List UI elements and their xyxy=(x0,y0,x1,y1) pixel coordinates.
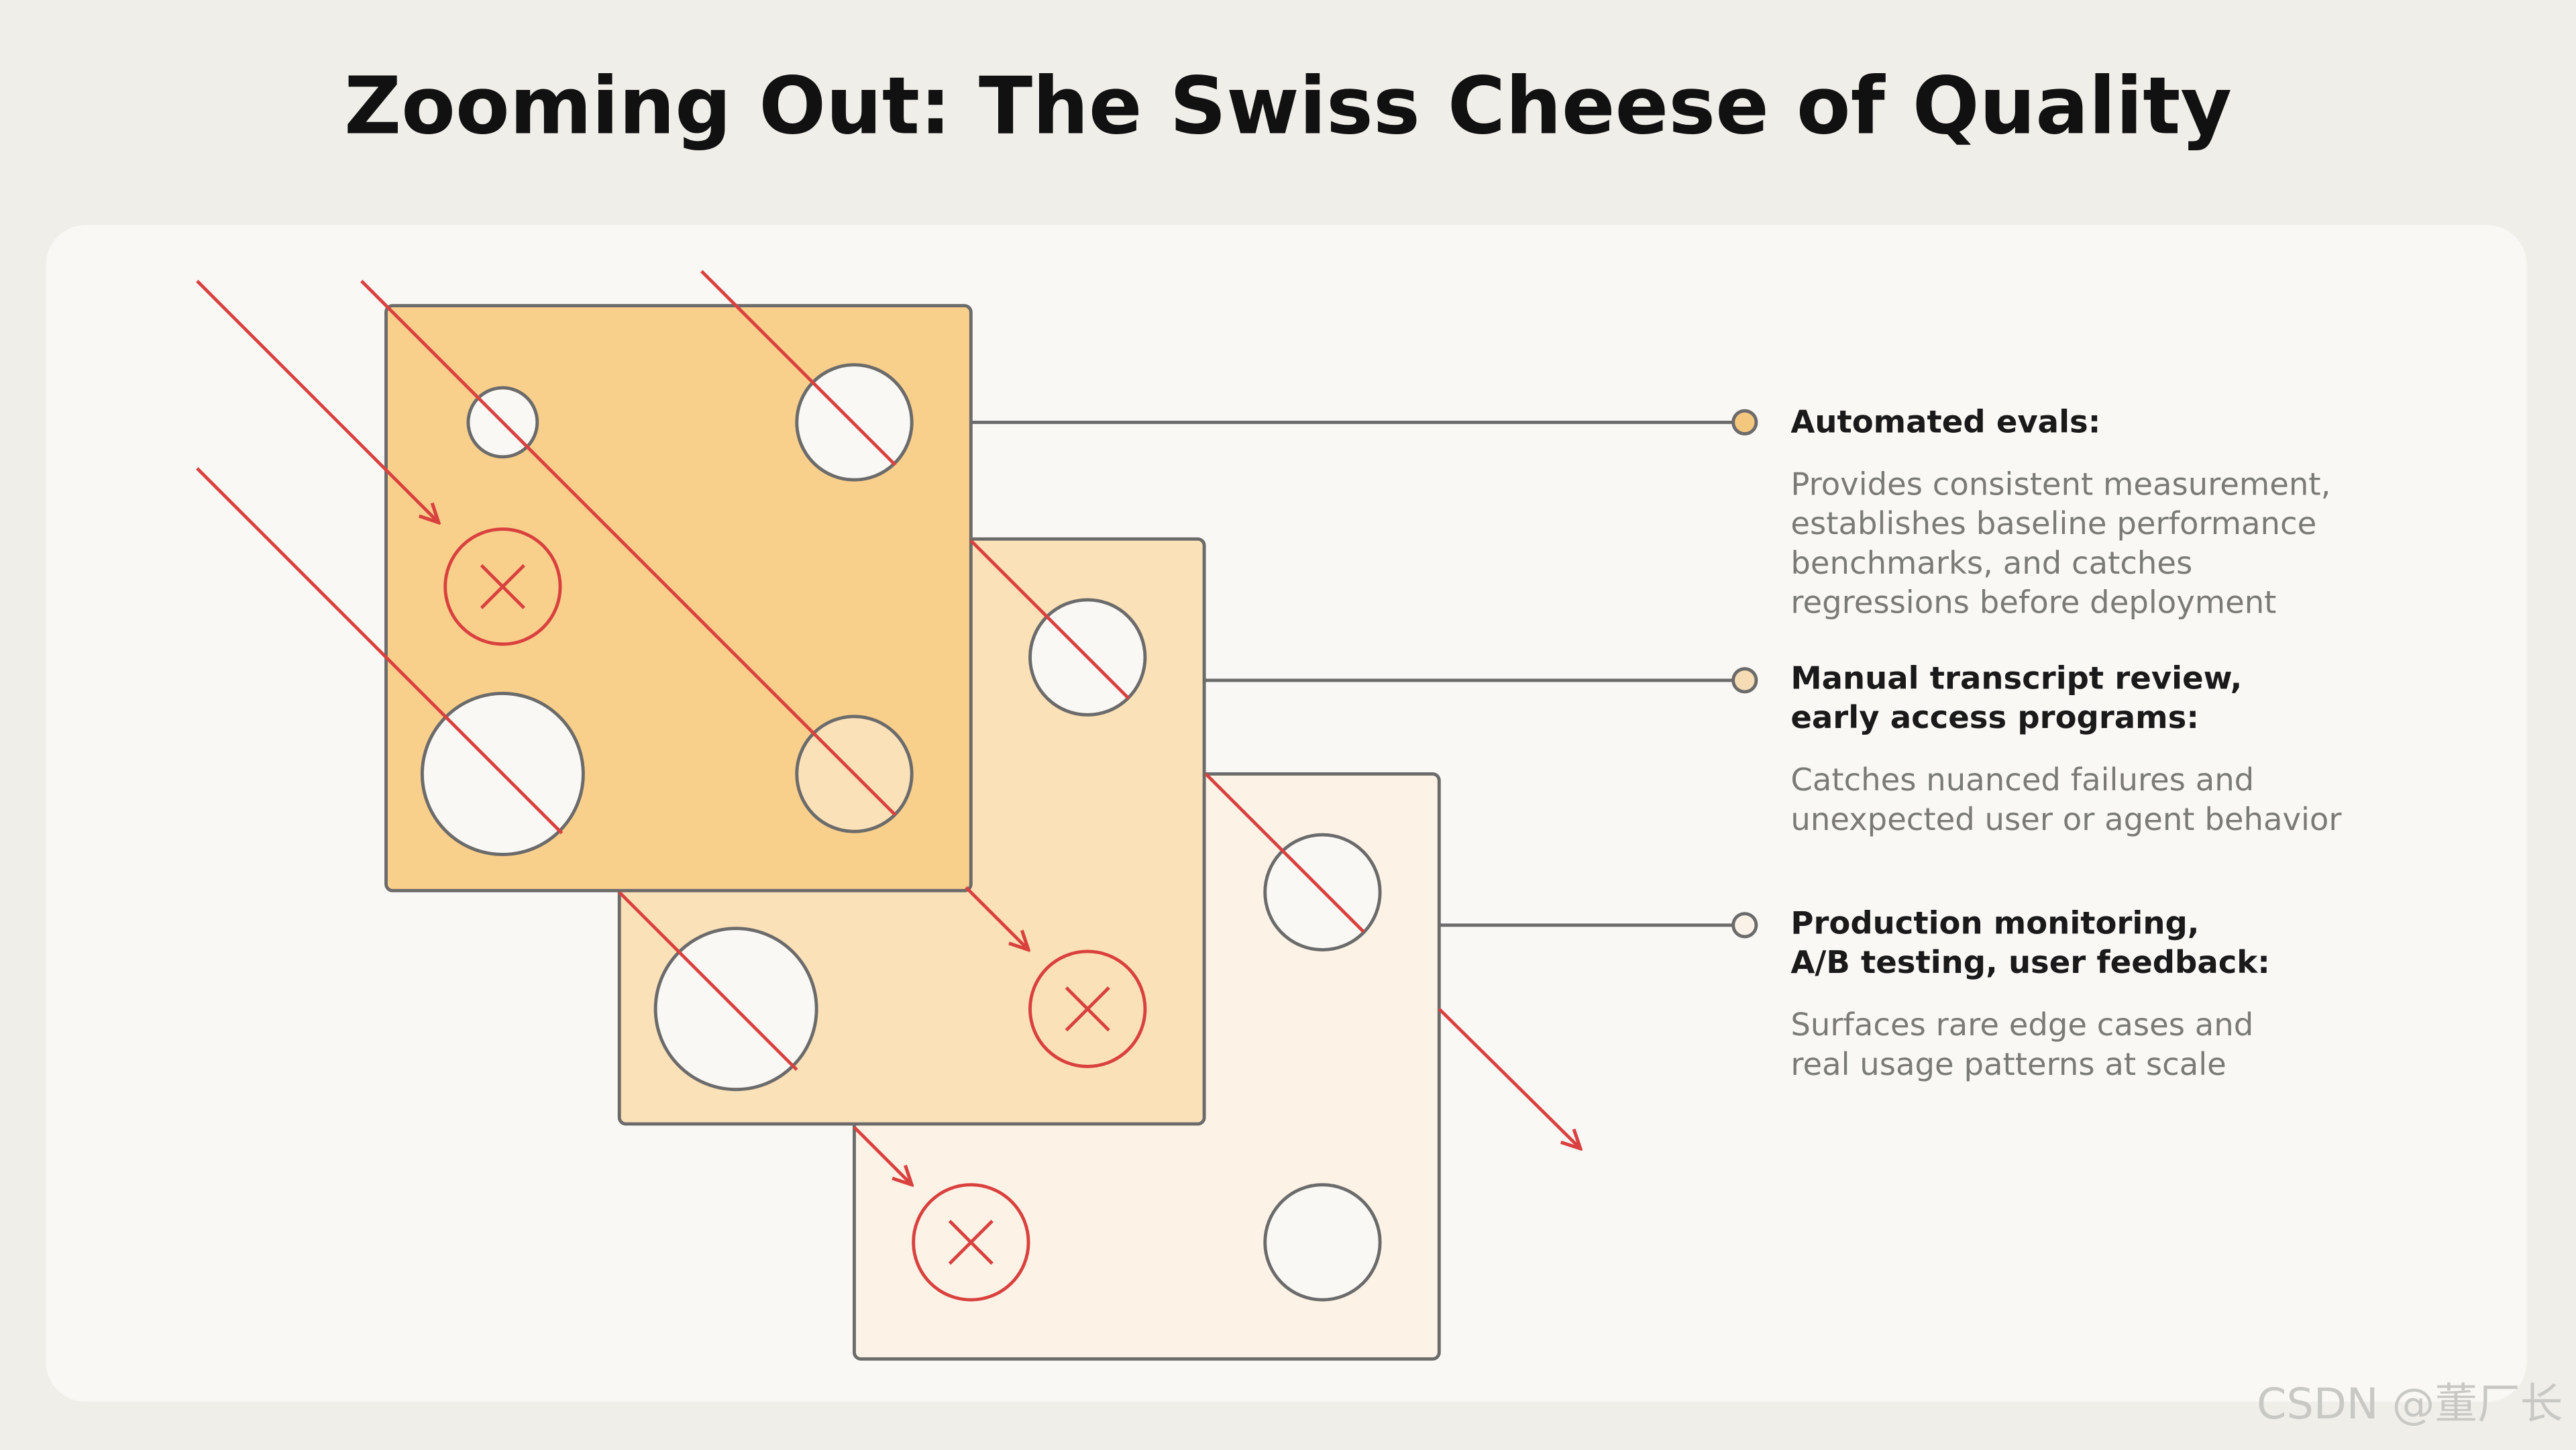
blocked-marker xyxy=(912,1183,1030,1302)
failure-path xyxy=(853,1126,912,1185)
failure-path xyxy=(1438,1007,1580,1149)
layer-description: regressions before deployment xyxy=(1790,584,2276,621)
layer-label: Production monitoring, xyxy=(1790,904,2199,941)
failure-path xyxy=(360,280,897,817)
blocked-x xyxy=(1065,986,1110,1032)
layer-label: early access programs: xyxy=(1790,699,2199,735)
layer-description: unexpected user or agent behavior xyxy=(1790,801,2342,837)
failure-path xyxy=(196,467,564,835)
layer-label: A/B testing, user feedback: xyxy=(1790,944,2269,980)
connectors xyxy=(971,409,1758,939)
layer-description: Catches nuanced failures and xyxy=(1790,762,2254,798)
blocked-marker xyxy=(443,527,562,646)
failure-path xyxy=(965,886,1028,949)
layer-description: establishes baseline performance xyxy=(1790,505,2316,541)
failure-path xyxy=(196,280,439,523)
blocked-marker xyxy=(1028,949,1147,1068)
failure-path xyxy=(700,270,897,466)
blocked-x xyxy=(948,1219,994,1265)
layer-description: Surfaces rare edge cases and xyxy=(1790,1006,2253,1043)
blocked-x xyxy=(480,564,525,609)
title: Zooming Out: The Swiss Cheese of Quality xyxy=(344,60,2232,152)
layer-description: Provides consistent measurement, xyxy=(1790,466,2330,502)
layer-description: real usage patterns at scale xyxy=(1790,1046,2226,1082)
layer-label: Automated evals: xyxy=(1790,403,2100,439)
connector-dot xyxy=(1731,409,1758,435)
failure-path xyxy=(618,891,798,1072)
layer-description: benchmarks, and catches xyxy=(1790,545,2192,581)
failure-path xyxy=(1204,772,1365,933)
watermark: CSDN @董厂长 xyxy=(2257,1380,2563,1429)
hole xyxy=(1263,1183,1382,1302)
layer-label: Manual transcript review, xyxy=(1790,660,2242,696)
failure-path xyxy=(969,539,1130,700)
connector-dot xyxy=(1731,912,1758,939)
connector-dot xyxy=(1731,667,1758,694)
layer-texts: Automated evals: Provides consistent mea… xyxy=(1790,403,2563,1429)
failure-paths xyxy=(196,270,1580,1185)
